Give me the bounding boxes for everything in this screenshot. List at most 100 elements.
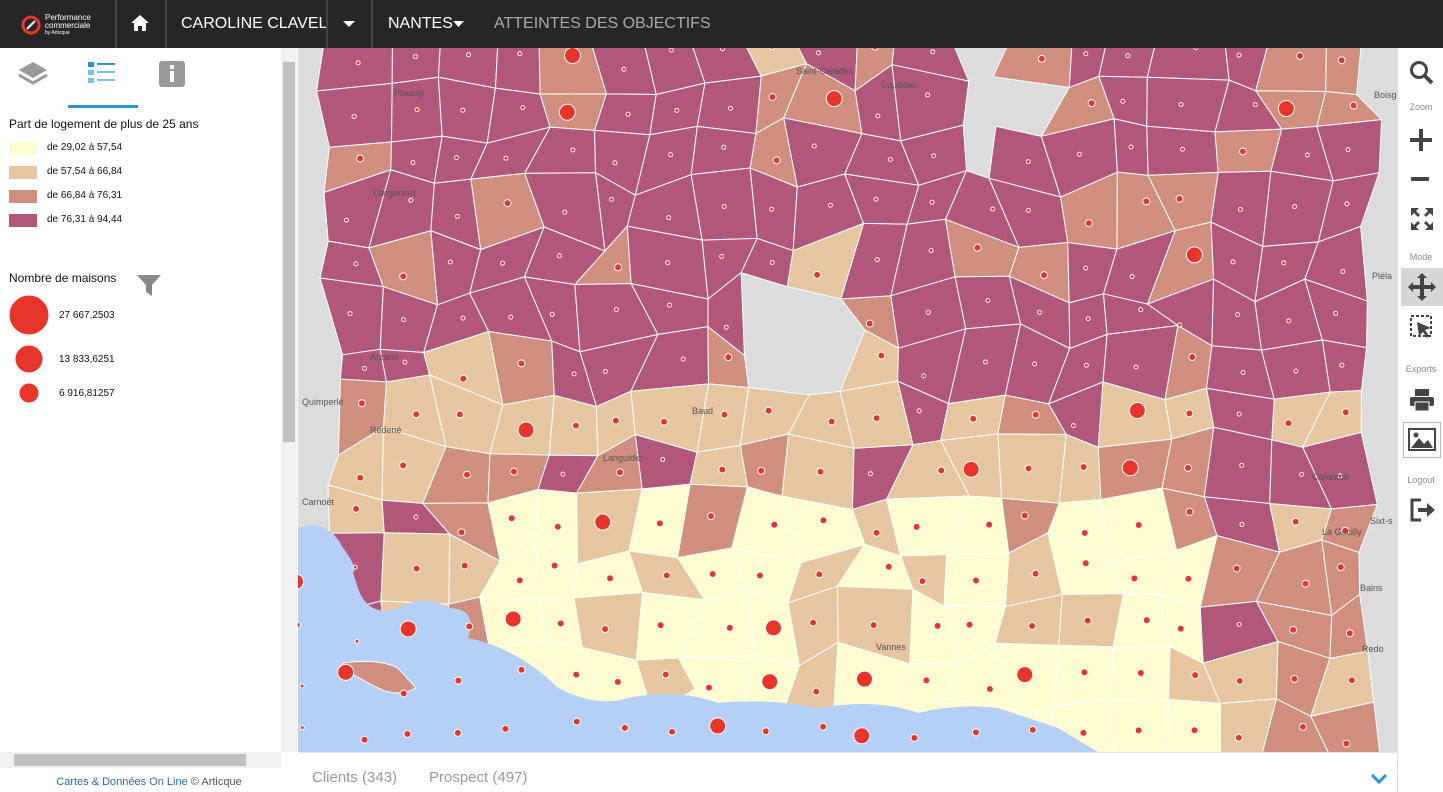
print-button[interactable] [1409,388,1435,412]
map-label: Loudéac [882,80,917,90]
map-symbol [764,619,782,637]
map-label: Vannes [876,642,906,652]
footer-copyright: © Articque [190,776,242,788]
footer-link[interactable]: Cartes & Données On Line [56,776,188,788]
map-symbol [1230,259,1236,265]
map-symbol [1347,676,1356,685]
map-symbol [1037,309,1043,315]
map-symbol [1134,726,1143,735]
map-symbol [969,414,978,423]
map-symbol [1190,726,1199,735]
map-symbol [1142,616,1151,625]
map-symbol [929,199,935,205]
map-symbol [1025,159,1031,165]
map-symbol [1138,307,1144,313]
map-symbol [922,676,931,685]
region-select[interactable]: NANTES [388,15,453,32]
map-symbol [1016,666,1034,684]
toolbar-label: Mode [1409,252,1433,262]
map-symbol [1083,616,1092,625]
map-label: Pléla [1372,271,1392,281]
map-symbol [564,48,582,65]
map-symbol [812,687,821,696]
map-symbol [1184,463,1193,472]
map-symbol [356,473,365,482]
map-label: Languidic [603,453,642,463]
map-symbol [503,199,512,208]
tab-prospect[interactable]: Prospect (497) [429,769,528,786]
map-symbol [674,107,680,113]
map-symbol [1130,574,1139,583]
size-legend-label: 27 667,2503 [59,310,115,321]
expand-toggle[interactable] [1370,773,1388,785]
home-button[interactable] [130,14,150,32]
toolbar: Zoom Mode Exports Logout [1397,48,1443,792]
map-symbol [1239,521,1245,527]
filter-button[interactable] [136,274,162,298]
map-symbol [399,689,408,698]
map-symbol [1286,318,1292,324]
logo-line: by Articque [45,30,70,36]
map-label: Rédené [370,425,402,435]
map-symbol [1080,668,1089,677]
map-symbol [1175,194,1184,203]
tab-clients[interactable]: Clients (343) [312,769,398,786]
scrollbar-h[interactable] [0,752,281,768]
map[interactable]: Saint-Caradec Loudéac Plouray Langonnet … [298,48,1397,752]
map-symbol [556,619,565,628]
map-label: Plouray [394,88,425,98]
map-symbol [1284,419,1293,428]
map-symbol [761,673,779,691]
info-tab[interactable] [158,60,186,88]
map-symbol [706,512,715,521]
map-symbol [515,576,524,585]
region-dropdown[interactable] [453,21,464,28]
map-symbol [1292,204,1298,210]
zoom-out[interactable] [1409,176,1433,182]
map-symbol [453,728,462,737]
map-symbol [985,684,994,693]
legend-tab[interactable] [86,60,120,90]
size-legend-title: Nombre de maisons [9,271,117,285]
map-symbol [1193,48,1199,51]
map-symbol [615,468,624,477]
scrollbar-v[interactable] [281,48,297,752]
map-symbol [1040,271,1049,280]
map-symbol [724,353,733,362]
map-symbol [1291,517,1300,526]
image-export[interactable] [1403,422,1441,458]
map-symbol [611,416,620,425]
map-symbol [401,317,407,323]
map-symbol [815,50,821,56]
island [342,660,417,694]
map-symbol [816,467,825,476]
map-area [1310,701,1381,752]
zoom-extent[interactable] [1409,206,1435,232]
search-button[interactable] [1409,60,1435,86]
map-symbol [1188,352,1197,361]
map-symbol [299,683,305,689]
map-symbol [925,309,931,315]
zoom-in[interactable] [1409,128,1433,152]
map-symbol [509,467,518,476]
map-symbol [973,243,982,252]
map-symbol [1298,722,1307,731]
map-symbol [1333,310,1339,316]
layers-tab[interactable] [17,60,49,90]
user-dropdown[interactable] [343,21,355,28]
bottom-tabs: Clients (343) Prospect (497) [298,752,1397,792]
map-symbol [352,564,358,570]
user-name[interactable]: CAROLINE CLAVEL [181,15,328,32]
map-symbol [709,717,727,735]
legend-label: de 57,54 à 66,84 [47,166,123,177]
mode-pan[interactable] [1401,268,1443,306]
nav-link[interactable]: ATTEINTES DES OBJECTIFS [494,15,711,32]
logout-button[interactable] [1409,498,1437,522]
map-area [1219,698,1278,752]
map-area [690,125,757,176]
mode-select[interactable] [1409,314,1435,340]
map-symbol [572,717,581,726]
map-label: Baud [692,406,713,416]
map-symbol [875,113,881,119]
map-canvas: Saint-Caradec Loudéac Plouray Langonnet … [298,48,1397,752]
